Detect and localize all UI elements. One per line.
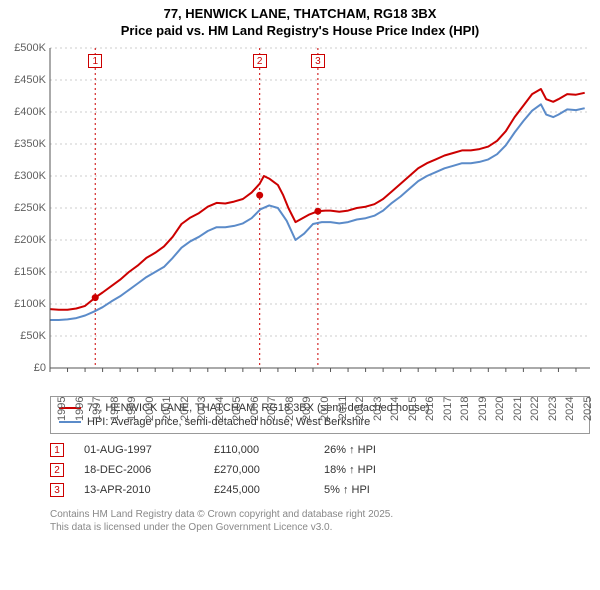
x-tick-label: 2017 [442,396,454,420]
sale-date: 18-DEC-2006 [84,464,194,476]
sale-marker: 1 [88,54,102,68]
sale-date: 13-APR-2010 [84,484,194,496]
sale-price: £270,000 [214,464,304,476]
y-tick-label: £50K [20,330,46,342]
x-tick-label: 2000 [144,396,156,420]
x-tick-label: 2006 [249,396,261,420]
x-tick-label: 1995 [56,396,68,420]
x-tick-label: 2021 [512,396,524,420]
x-tick-label: 2019 [477,396,489,420]
chart-subtitle: Price paid vs. HM Land Registry's House … [0,23,600,40]
x-tick-label: 2022 [530,396,542,420]
x-tick-label: 2013 [372,396,384,420]
sale-diff: 26% ↑ HPI [324,444,434,456]
sale-marker: 2 [253,54,267,68]
y-tick-label: £250K [14,202,46,214]
chart-svg [50,48,590,368]
x-tick-label: 2003 [196,396,208,420]
x-tick-label: 2025 [582,396,594,420]
x-tick-label: 2018 [459,396,471,420]
sale-row: 2 18-DEC-2006 £270,000 18% ↑ HPI [50,460,590,480]
sale-row: 1 01-AUG-1997 £110,000 26% ↑ HPI [50,440,590,460]
y-tick-label: £200K [14,234,46,246]
x-tick-label: 1996 [74,396,86,420]
y-tick-label: £300K [14,170,46,182]
y-tick-label: £0 [34,362,46,374]
sale-row-marker: 2 [50,463,64,477]
x-tick-label: 1997 [91,396,103,420]
footer-line1: Contains HM Land Registry data © Crown c… [50,508,590,521]
x-tick-label: 1998 [109,396,121,420]
y-tick-label: £450K [14,74,46,86]
x-tick-label: 2005 [232,396,244,420]
x-tick-label: 2001 [161,396,173,420]
x-tick-label: 2009 [302,396,314,420]
chart-title: 77, HENWICK LANE, THATCHAM, RG18 3BX [0,6,600,23]
price-chart: £0£50K£100K£150K£200K£250K£300K£350K£400… [50,48,590,368]
footer-line2: This data is licensed under the Open Gov… [50,521,590,534]
x-tick-label: 2002 [179,396,191,420]
sale-diff: 5% ↑ HPI [324,484,434,496]
x-tick-label: 2011 [336,395,348,419]
y-tick-label: £500K [14,42,46,54]
sale-price: £110,000 [214,444,304,456]
x-tick-label: 2010 [319,396,331,420]
sale-marker: 3 [311,54,325,68]
x-tick-label: 2016 [424,396,436,420]
sales-table: 1 01-AUG-1997 £110,000 26% ↑ HPI 2 18-DEC-200… [50,440,590,500]
y-tick-label: £400K [14,106,46,118]
y-tick-label: £150K [14,266,46,278]
y-tick-label: £100K [14,298,46,310]
x-tick-label: 2020 [495,396,507,420]
x-tick-label: 2004 [214,396,226,420]
legend-swatch [59,421,81,423]
sale-diff: 18% ↑ HPI [324,464,434,476]
sale-date: 01-AUG-1997 [84,444,194,456]
sale-row: 3 13-APR-2010 £245,000 5% ↑ HPI [50,480,590,500]
sale-price: £245,000 [214,484,304,496]
x-tick-label: 2007 [267,396,279,420]
y-tick-label: £350K [14,138,46,150]
x-tick-label: 2012 [354,396,366,420]
license-footer: Contains HM Land Registry data © Crown c… [50,508,590,534]
x-tick-label: 2023 [547,396,559,420]
x-tick-label: 2014 [389,396,401,420]
x-tick-label: 1999 [126,396,138,420]
x-tick-label: 2015 [407,396,419,420]
x-tick-label: 2024 [565,396,577,420]
x-tick-label: 2008 [284,396,296,420]
sale-row-marker: 1 [50,443,64,457]
sale-row-marker: 3 [50,483,64,497]
